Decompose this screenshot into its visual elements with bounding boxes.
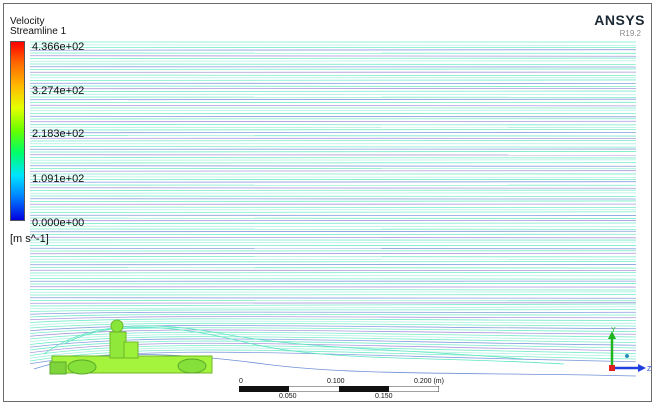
legend-tick-min: 0.000e+00 (32, 217, 85, 229)
color-bar (10, 41, 25, 221)
scale-label-050: 0.050 (279, 393, 297, 400)
scale-bar-graphic (239, 386, 439, 392)
scale-label-150: 0.150 (375, 393, 393, 400)
triad-y-label: Y (611, 327, 616, 334)
legend-title: Velocity (10, 16, 45, 27)
scale-bar: 0 0.100 0.200 (m) 0.050 0.150 (239, 378, 444, 400)
version-label: R19.2 (619, 29, 641, 38)
legend-subtitle: Streamline 1 (10, 26, 67, 37)
legend-tick-3: 2.183e+02 (32, 128, 85, 140)
scale-label-0: 0 (239, 378, 243, 385)
triad-z-label: Z (647, 366, 652, 373)
legend-tick-max: 4.366e+02 (32, 41, 85, 53)
vehicle-model (49, 319, 213, 375)
scale-label-100: 0.100 (327, 378, 345, 385)
legend-tick-2: 3.274e+02 (32, 85, 85, 97)
legend-tick-4: 1.091e+02 (32, 173, 85, 185)
legend-unit: [m s^-1] (10, 233, 49, 245)
scale-label-200: 0.200 (m) (414, 378, 444, 385)
ansys-logo: ANSYS (594, 12, 645, 28)
axis-triad[interactable]: Y Z (600, 326, 652, 376)
viewport[interactable]: Velocity Streamline 1 4.366e+02 3.274e+0… (3, 3, 652, 402)
streamline-field (29, 41, 637, 377)
